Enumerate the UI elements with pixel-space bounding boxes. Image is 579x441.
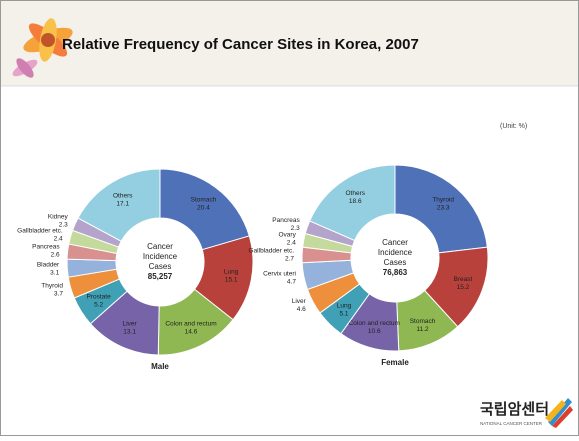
logo: 국립암센터 NATIONAL CANCER CENTER (480, 398, 573, 428)
center-text: 76,863 (383, 268, 408, 277)
value-label: 4.7 (287, 279, 296, 286)
chart-subtitle: Male (151, 362, 169, 371)
category-label: Ovary (279, 231, 297, 238)
donut-slice (309, 164, 396, 242)
category-label: Prostate (87, 293, 112, 300)
center-text: Incidence (143, 252, 178, 261)
center-text: Cancer (382, 238, 408, 247)
category-label: Others (113, 193, 133, 200)
value-label: 3.1 (50, 269, 59, 276)
category-label: Lung (337, 302, 352, 309)
center-text: Cases (149, 262, 172, 271)
value-label: 2.4 (54, 236, 63, 243)
category-label: Gallbladder etc. (17, 228, 63, 235)
category-label: Liver (292, 298, 307, 305)
category-label: Liver (123, 321, 138, 328)
category-label: Cervix uteri (263, 271, 296, 278)
value-label: 5.2 (94, 301, 103, 308)
center-text: Cases (384, 258, 407, 267)
value-label: 18.6 (349, 198, 362, 205)
value-label: 5.1 (339, 310, 348, 317)
center-text: Cancer (147, 242, 173, 251)
logo-subtext: NATIONAL CANCER CENTER (480, 421, 543, 426)
category-label: Lung (224, 269, 239, 276)
value-label: 2.3 (291, 225, 300, 232)
category-label: Kidney (48, 214, 69, 221)
category-label: Others (345, 190, 365, 197)
donut-slice (77, 168, 161, 242)
category-label: Thyroid (41, 283, 63, 290)
category-label: Gallbladder etc. (249, 247, 295, 254)
category-label: Colon and rectum (349, 320, 400, 327)
value-label: 11.2 (416, 326, 429, 333)
category-label: Breast (454, 276, 473, 283)
category-label: Stomach (191, 197, 217, 204)
value-label: 10.6 (368, 328, 381, 335)
value-label: 14.6 (185, 328, 198, 335)
center-text: Incidence (378, 248, 413, 257)
value-label: 2.7 (285, 255, 294, 262)
flower-decoration (12, 18, 73, 78)
logo-text: 국립암센터 (480, 400, 549, 418)
value-label: 13.1 (123, 329, 136, 336)
value-label: 17.1 (116, 201, 129, 208)
header-band (1, 1, 578, 86)
value-label: 20.4 (197, 205, 210, 212)
data-label: Gallbladder etc.2.4 (17, 228, 63, 243)
value-label: 2.4 (287, 239, 296, 246)
data-label: Gallbladder etc.2.7 (249, 247, 295, 262)
unit-note: (Unit: %) (500, 123, 527, 130)
value-label: 15.1 (225, 277, 238, 284)
center-text: 85,257 (148, 272, 173, 281)
value-label: 3.7 (54, 291, 63, 298)
value-label: 4.6 (297, 306, 306, 313)
value-label: 23.3 (437, 205, 450, 212)
category-label: Bladder (37, 261, 60, 268)
value-label: 2.6 (51, 251, 60, 258)
slide-title: Relative Frequency of Cancer Sites in Ko… (62, 36, 419, 53)
chart-subtitle: Female (381, 358, 409, 367)
category-label: Colon and rectum (165, 320, 216, 327)
category-label: Pancreas (32, 243, 60, 250)
category-label: Thyroid (432, 197, 454, 204)
value-label: 15.2 (457, 284, 470, 291)
category-label: Pancreas (272, 217, 300, 224)
category-label: Stomach (410, 318, 436, 325)
value-label: 2.3 (59, 222, 68, 229)
donut-slice (394, 164, 488, 254)
